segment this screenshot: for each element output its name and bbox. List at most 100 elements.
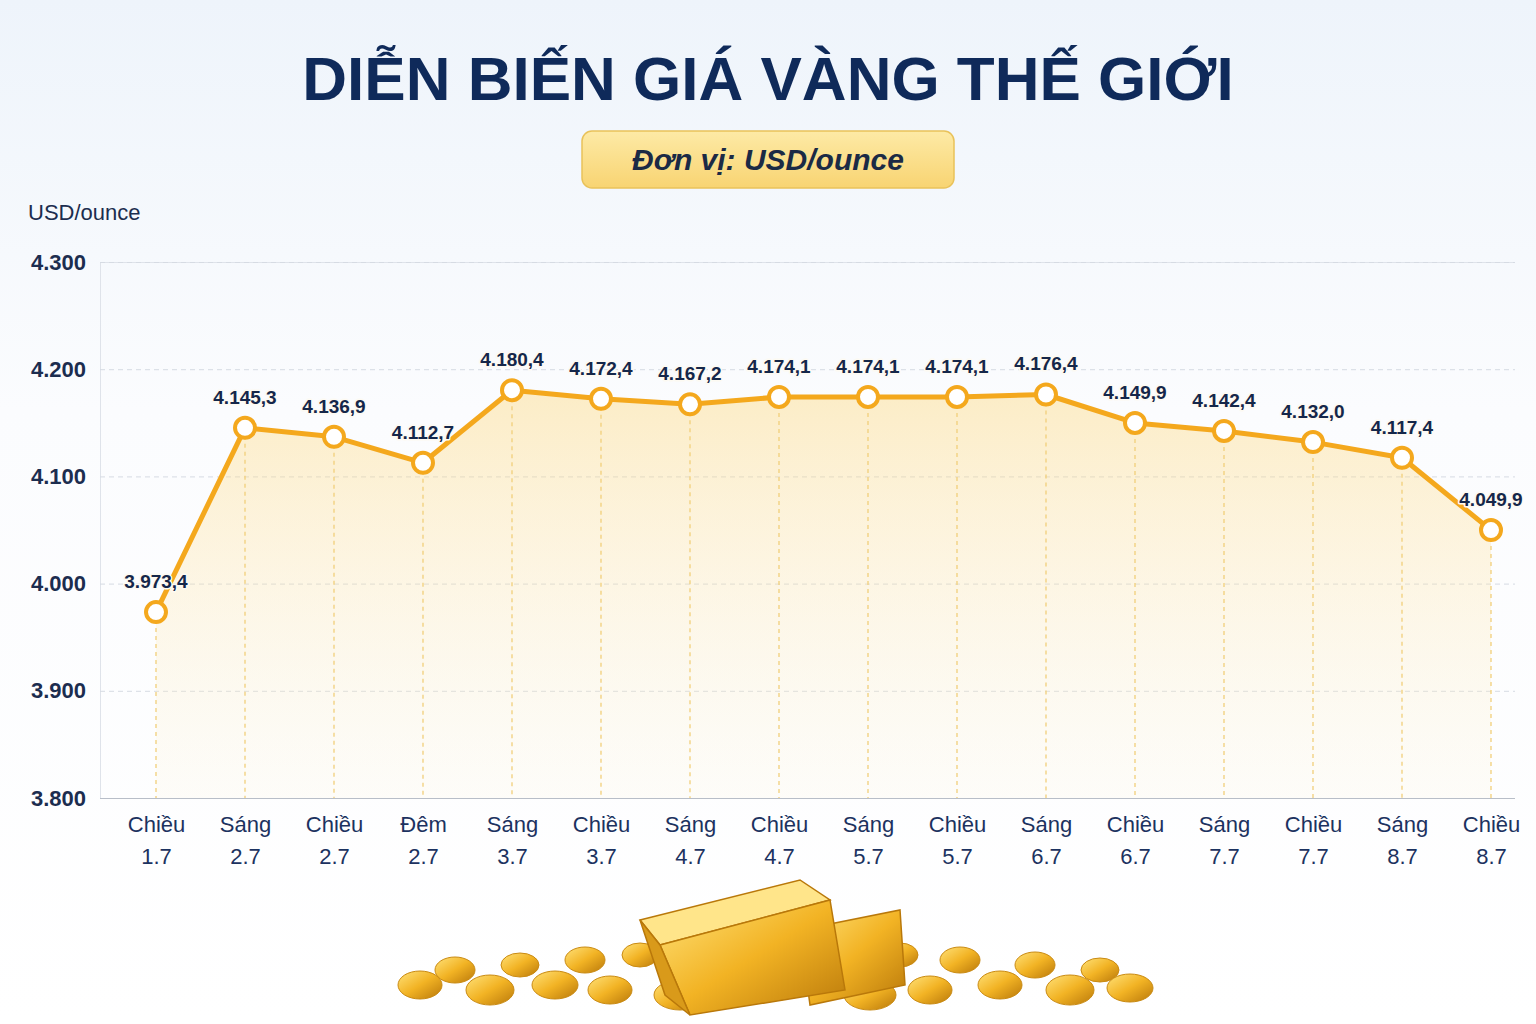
y-tick-label: 3.800 [31, 786, 86, 811]
x-tick-label: Chiều8.7 [1463, 812, 1520, 869]
x-tick-label-line: 7.7 [1209, 844, 1240, 869]
x-axis: Chiều 1.7 Sáng 2.7 Chiều2.7 Đêm2.7 Sáng3.7 Chiề… [128, 798, 1520, 869]
x-tick-label: Sáng6.7 [1021, 812, 1072, 869]
x-tick-label-line: Chiều [573, 812, 630, 837]
x-tick-label: Chiều 1.7 [128, 812, 185, 869]
gold-nugget [501, 953, 539, 977]
x-tick-label-line: Sáng [220, 812, 271, 837]
drop-line [1312, 442, 1313, 798]
x-tick-label-line: Sáng [1377, 812, 1428, 837]
x-tick-label-line: Chiều [751, 812, 808, 837]
x-tick-label: Sáng5.7 [843, 812, 894, 869]
background [0, 0, 1536, 1024]
marker [324, 427, 344, 447]
x-tick-label-line: Chiều [1285, 812, 1342, 837]
x-tick: Sáng6.7 [1021, 798, 1072, 869]
gold-nugget [978, 971, 1022, 999]
x-tick-label-line: 4.7 [675, 844, 706, 869]
marker [769, 387, 789, 407]
x-tick-label-line: 4.7 [764, 844, 795, 869]
x-tick-label: Chiều 6.7 [1107, 812, 1164, 869]
y-axis-title: USD/ounce [28, 200, 141, 225]
drop-line [778, 397, 779, 798]
x-tick-label: Sáng 8.7 [1377, 812, 1428, 869]
data-label: 4.049,9 [1459, 489, 1522, 510]
x-tick-label-line: 6.7 [1120, 844, 1151, 869]
marker [1036, 384, 1056, 404]
drop-line [1401, 458, 1402, 798]
y-tick: 4.200 [31, 357, 1515, 382]
x-tick-label: Sáng 7.7 [1199, 812, 1250, 869]
marker [680, 394, 700, 414]
x-tick-label: Sáng4.7 [665, 812, 716, 869]
x-tick: Chiều 4.7 [751, 798, 808, 869]
x-tick: Chiều8.7 [1463, 798, 1520, 869]
x-tick-label-line: Chiều [929, 812, 986, 837]
gold-nugget [940, 947, 980, 973]
area [156, 390, 1491, 798]
drop-line [1045, 394, 1046, 798]
x-tick-label-line: Sáng [1199, 812, 1250, 837]
x-tick-label-line: 8.7 [1387, 844, 1418, 869]
x-tick: Chiều7.7 [1285, 798, 1342, 869]
data-label: 4.117,4 [1371, 417, 1434, 438]
gold-nugget [1046, 975, 1094, 1005]
data-label: 4.174,1 [836, 356, 900, 377]
marker [235, 418, 255, 438]
x-tick: Chiều3.7 [573, 798, 630, 869]
drop-line [956, 397, 957, 798]
y-tick: 4.300 [31, 250, 1515, 275]
marker [947, 387, 967, 407]
y-axis: 3.800 3.900 4.000 4.100 4.200 4.300 [31, 250, 1515, 811]
marker [146, 602, 166, 622]
subtitle: Đơn vị: USD/ounce [632, 143, 904, 176]
gold-bar [660, 900, 845, 1015]
marker [1214, 421, 1234, 441]
x-tick: Chiều 6.7 [1107, 798, 1164, 869]
x-tick-label-line: Chiều [306, 812, 363, 837]
data-label: 3.973,4 [124, 571, 188, 592]
drop-line [244, 428, 245, 798]
x-tick-label: Chiều7.7 [1285, 812, 1342, 869]
grid-line [100, 262, 1515, 263]
x-tick-label-line: 2.7 [230, 844, 261, 869]
marker [858, 387, 878, 407]
x-tick: Sáng 2.7 [220, 798, 271, 869]
x-tick-label-line: 6.7 [1031, 844, 1062, 869]
x-tick-label: Sáng 2.7 [220, 812, 271, 869]
drop-line [1490, 530, 1491, 798]
chart-root: DIỄN BIẾN GIÁ VÀNG THẾ GIỚI Đơn vị: USD/o… [0, 0, 1536, 1024]
drop-line [511, 390, 512, 798]
drop-line [600, 399, 601, 798]
drop-line [1134, 423, 1135, 798]
marker [413, 453, 433, 473]
x-tick: Chiều5.7 [929, 798, 986, 869]
x-tick-label-line: Chiều [1463, 812, 1520, 837]
y-tick-label: 4.100 [31, 464, 86, 489]
marker [1303, 432, 1323, 452]
gold-nugget [1015, 952, 1055, 978]
x-tick: Sáng5.7 [843, 798, 894, 869]
x-tick-label-line: Chiều [128, 812, 185, 837]
y-tick-label: 4.000 [31, 571, 86, 596]
y-axis-line [101, 263, 1516, 799]
x-tick: Chiều2.7 [306, 798, 363, 869]
y-tick-label: 3.900 [31, 678, 86, 703]
title: DIỄN BIẾN GIÁ VÀNG THẾ GIỚI [302, 44, 1233, 113]
gold-bar-side [640, 920, 690, 1015]
x-tick-label-line: Chiều [1107, 812, 1164, 837]
x-tick: Sáng 8.7 [1377, 798, 1428, 869]
x-tick-label-line: 1.7 [141, 844, 172, 869]
x-tick: Đêm2.7 [400, 798, 446, 869]
data-label: 4.172,4 [569, 358, 633, 379]
x-tick-label: Chiều5.7 [929, 812, 986, 869]
drop-line [422, 463, 423, 798]
x-tick-label: Chiều3.7 [573, 812, 630, 869]
data-label: 4.180,4 [480, 349, 544, 370]
gold-nugget [532, 971, 578, 999]
drop-line [333, 437, 334, 798]
marker [1125, 413, 1145, 433]
gold-nugget [588, 976, 632, 1004]
x-tick-label: Sáng3.7 [487, 812, 538, 869]
data-label: 4.174,1 [747, 356, 811, 377]
